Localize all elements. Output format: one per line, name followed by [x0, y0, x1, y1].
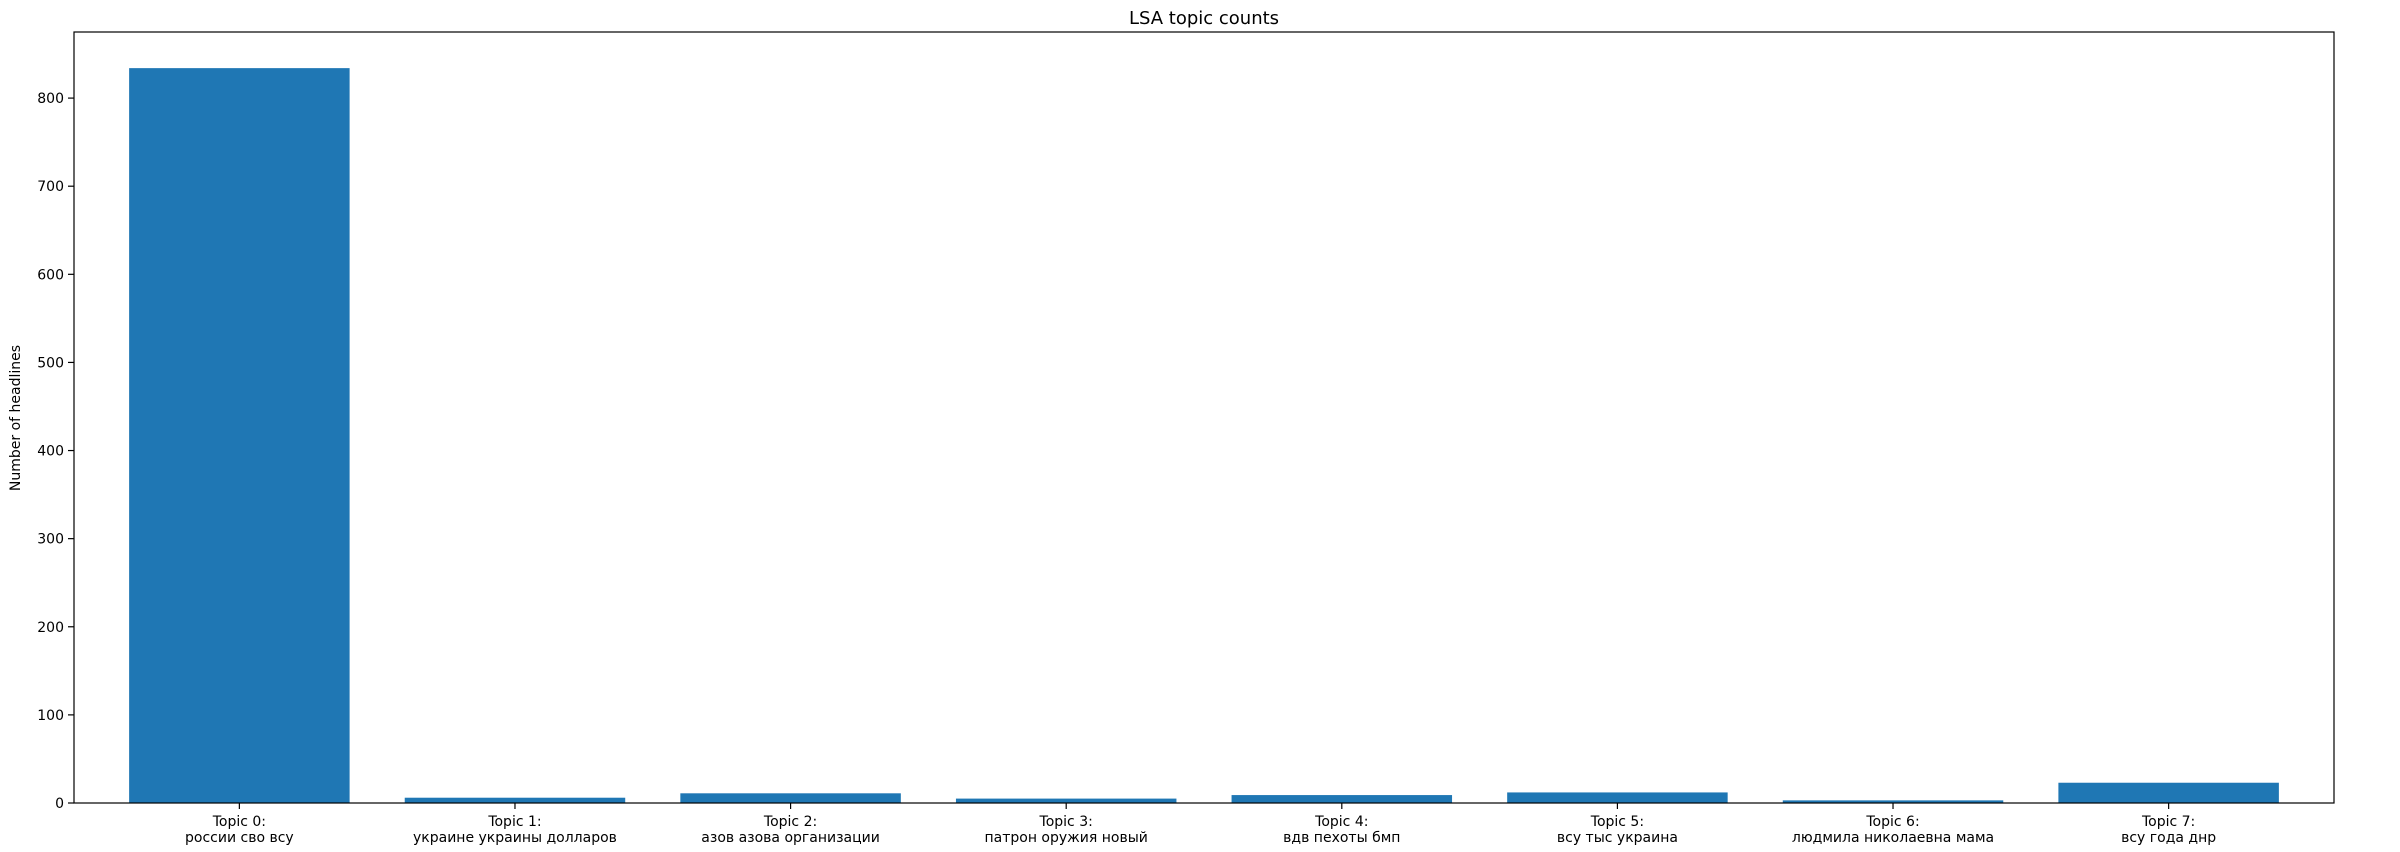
y-tick-label: 700 — [37, 179, 64, 195]
x-tick-label: украине украины долларов — [413, 830, 617, 846]
x-tick-label: людмила николаевна мама — [1792, 830, 1994, 846]
y-tick-label: 800 — [37, 91, 64, 107]
x-tick-label: Topic 1: — [487, 814, 541, 830]
bar-topic-7 — [2058, 782, 2279, 803]
y-axis-ticks: 0 100 200 300 400 500 600 700 800 — [37, 91, 74, 812]
y-tick-label: 200 — [37, 620, 64, 636]
x-tick-label: Topic 4: — [1314, 814, 1368, 830]
bars-group — [129, 68, 2279, 804]
bar-topic-6 — [1782, 800, 2004, 803]
x-tick-label: Topic 2: — [763, 814, 817, 830]
y-tick-label: 0 — [55, 796, 64, 812]
x-tick-label: азов азова организации — [701, 830, 880, 846]
bar-topic-1 — [404, 797, 626, 803]
y-tick-label: 600 — [37, 267, 64, 283]
x-tick-label: Topic 3: — [1039, 814, 1093, 830]
x-tick-label: вдв пехоты бмп — [1283, 830, 1400, 846]
y-tick-label: 400 — [37, 444, 64, 460]
plot-frame — [73, 31, 2335, 804]
x-tick-label: Topic 0: — [212, 814, 266, 830]
x-tick-label: всу тыс украина — [1557, 830, 1678, 846]
bar-topic-2 — [680, 793, 901, 803]
y-axis-label: Number of headlines — [8, 345, 24, 491]
bar-topic-4 — [1231, 795, 1453, 803]
y-tick-label: 300 — [37, 532, 64, 548]
bar-topic-0 — [129, 68, 350, 804]
x-tick-label: Topic 5: — [1590, 814, 1644, 830]
y-tick-label: 500 — [37, 355, 64, 371]
bar-topic-3 — [955, 798, 1177, 803]
x-tick-label: патрон оружия новый — [984, 830, 1147, 846]
x-tick-label: Topic 7: — [2141, 814, 2195, 830]
bar-topic-5 — [1507, 792, 1728, 803]
x-tick-label: Topic 6: — [1865, 814, 1919, 830]
x-tick-label: всу года днр — [2121, 830, 2216, 846]
y-tick-label: 100 — [37, 708, 64, 724]
chart-title: LSA topic counts — [1129, 8, 1279, 29]
x-axis-ticks: Topic 0:россии сво всу Topic 1:украине ук… — [185, 803, 2216, 846]
x-tick-label: россии сво всу — [185, 830, 294, 846]
